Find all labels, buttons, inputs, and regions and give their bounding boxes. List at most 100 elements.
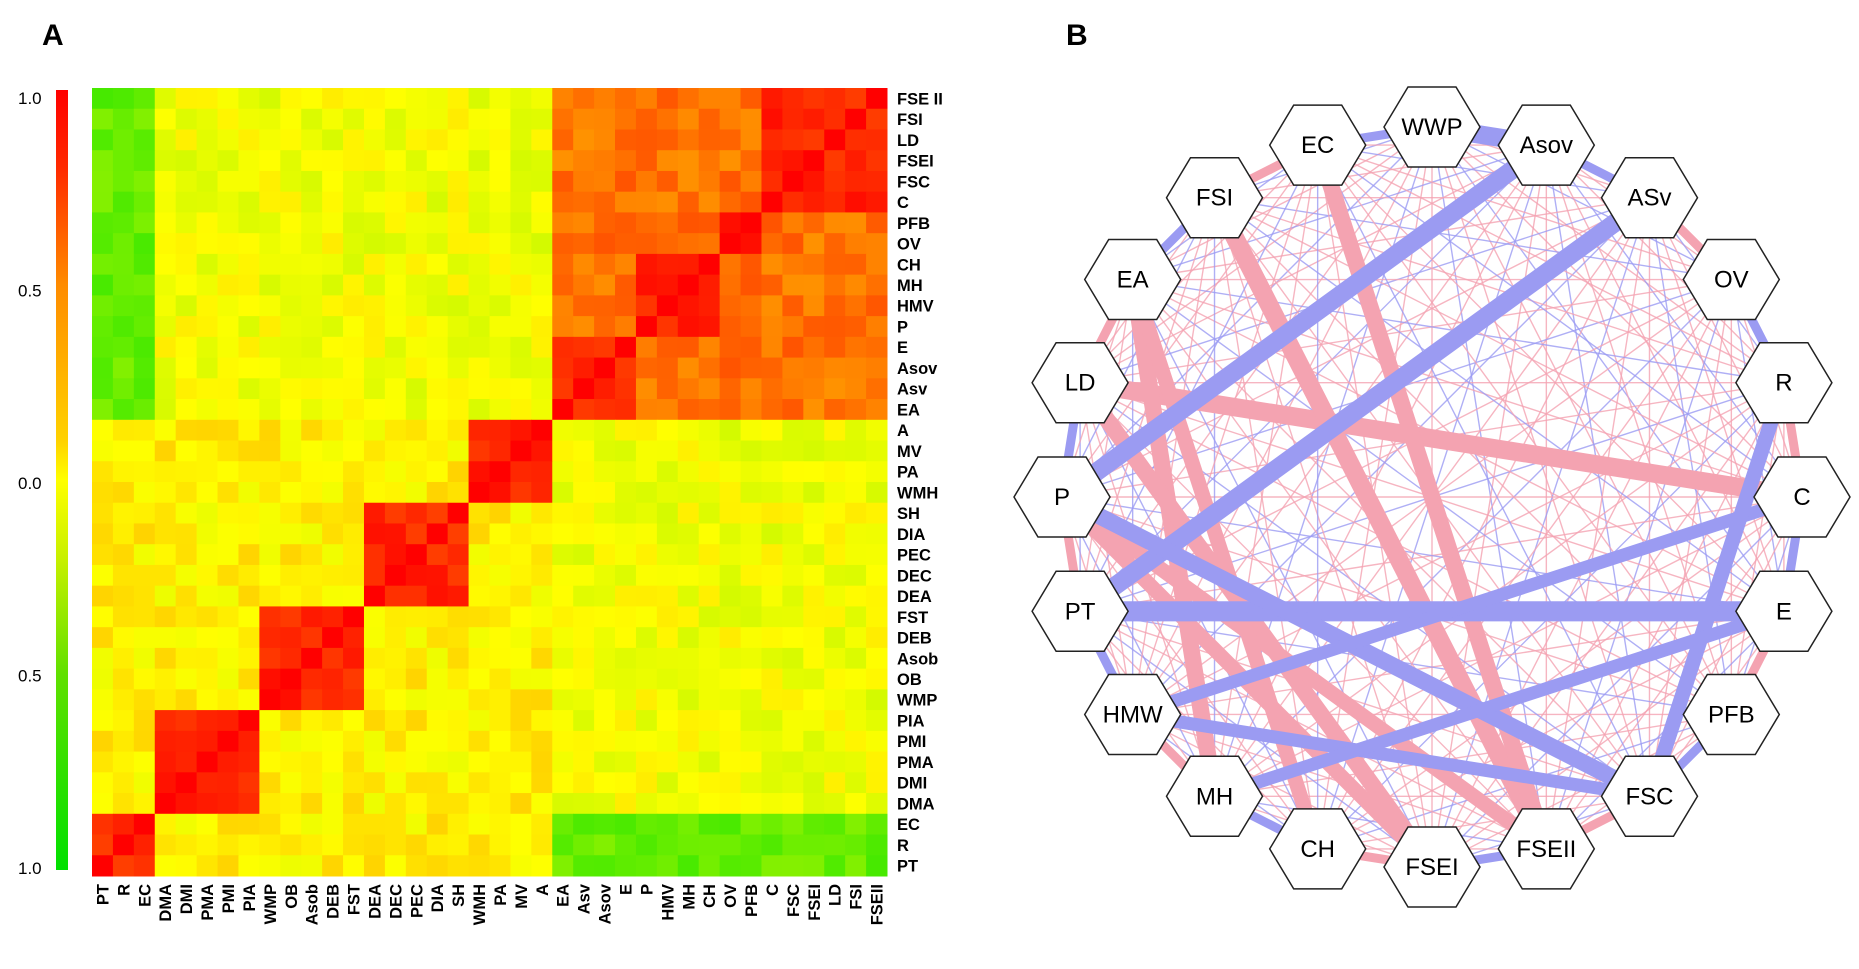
heatmap-cell: [782, 606, 804, 628]
heatmap-cell: [154, 357, 177, 379]
heatmap-cell: [761, 689, 783, 711]
heatmap-cell: [363, 834, 386, 856]
heatmap-cell: [384, 502, 407, 524]
heatmap-cell: [405, 191, 428, 213]
heatmap-cell: [175, 150, 198, 172]
heatmap-col-label: PFB: [743, 884, 761, 917]
heatmap-cell: [866, 689, 888, 711]
heatmap-cell: [845, 108, 867, 130]
heatmap-row-label: Asob: [897, 650, 938, 668]
network-node-label: P: [1054, 484, 1070, 511]
heatmap-cell: [447, 295, 470, 317]
network-edge: [1730, 382, 1785, 715]
heatmap-cell: [656, 730, 679, 753]
heatmap-cell: [698, 855, 721, 877]
heatmap-cell: [698, 585, 721, 607]
heatmap-cell: [740, 316, 762, 338]
network-edge: [1214, 144, 1547, 199]
heatmap-cell: [656, 482, 679, 504]
heatmap-cell: [552, 191, 574, 213]
heatmap-cell: [510, 834, 532, 856]
network-node-label: FSI: [1196, 185, 1233, 212]
heatmap-cell: [447, 772, 470, 794]
heatmap-cell: [719, 647, 742, 670]
heatmap-col-label: FST: [346, 884, 364, 915]
heatmap-cell: [154, 834, 177, 856]
network-edge-strong: [1070, 188, 1659, 621]
heatmap-cell: [154, 212, 177, 234]
heatmap-cell: [510, 295, 532, 317]
heatmap-cell: [301, 647, 323, 670]
heatmap-cell: [489, 378, 511, 400]
heatmap-cell: [866, 793, 888, 815]
heatmap-cell: [845, 482, 867, 504]
heatmap-cell: [301, 461, 323, 483]
heatmap-cell: [405, 793, 428, 815]
heatmap-cell: [133, 544, 156, 566]
heatmap-cell: [845, 751, 867, 773]
heatmap-cell: [510, 461, 532, 483]
heatmap-cell: [92, 191, 114, 213]
heatmap-row-label: CH: [897, 256, 921, 274]
heatmap-cell: [447, 834, 470, 856]
heatmap-cell: [761, 855, 783, 877]
heatmap-cell: [552, 150, 574, 172]
heatmap-cell: [322, 793, 344, 815]
heatmap-cell: [761, 316, 783, 338]
heatmap-cell: [196, 855, 219, 877]
heatmap-cell: [803, 606, 825, 628]
heatmap-cell: [154, 544, 177, 566]
heatmap-cell: [280, 668, 302, 690]
heatmap-cell: [677, 419, 700, 442]
heatmap-cell: [468, 129, 490, 151]
network-edge-strong: [1052, 135, 1556, 507]
heatmap-cell: [656, 668, 679, 690]
heatmap-cell: [468, 502, 490, 524]
heatmap-cell: [92, 502, 114, 524]
heatmap-cell: [405, 564, 428, 587]
heatmap-cell: [866, 129, 888, 151]
heatmap-cell: [405, 523, 428, 545]
heatmap-cell: [573, 253, 595, 276]
heatmap-cell: [552, 544, 574, 566]
heatmap-cell: [824, 772, 846, 794]
heatmap-cell: [133, 668, 156, 690]
network-edge-strong: [1205, 188, 1556, 859]
heatmap-cell: [719, 855, 742, 877]
heatmap-cell: [761, 129, 783, 151]
heatmap-cell: [698, 295, 721, 317]
network-edge: [1214, 196, 1785, 384]
heatmap-cell: [803, 813, 825, 836]
heatmap-cell: [719, 191, 742, 213]
heatmap-cell: [447, 482, 470, 504]
heatmap-cell: [154, 585, 177, 607]
heatmap-cell: [92, 419, 114, 442]
heatmap-cell: [866, 191, 888, 213]
heatmap-cell: [112, 627, 135, 649]
heatmap-cell: [761, 88, 783, 110]
heatmap-cell: [175, 482, 198, 504]
heatmap-cell: [133, 585, 156, 607]
heatmap-cell: [238, 482, 260, 504]
heatmap-cell: [405, 274, 428, 296]
heatmap-cell: [217, 647, 239, 670]
heatmap-cell: [573, 772, 595, 794]
heatmap-cell: [196, 129, 219, 151]
heatmap-cell: [217, 191, 239, 213]
heatmap-cell: [196, 813, 219, 836]
heatmap-cell: [363, 316, 386, 338]
heatmap-cell: [782, 191, 804, 213]
network-edge-strong: [1126, 707, 1656, 803]
heatmap-cell: [363, 668, 386, 690]
heatmap-cell: [866, 855, 888, 877]
heatmap-cell: [238, 233, 260, 255]
heatmap-cell: [196, 419, 219, 442]
heatmap-cell: [154, 502, 177, 524]
heatmap-cell: [301, 378, 323, 400]
heatmap-cell: [866, 544, 888, 566]
heatmap-cell: [656, 585, 679, 607]
heatmap-cell: [238, 544, 260, 566]
heatmap-cell: [740, 627, 762, 649]
heatmap-cell: [866, 357, 888, 379]
heatmap-cell: [322, 440, 344, 462]
